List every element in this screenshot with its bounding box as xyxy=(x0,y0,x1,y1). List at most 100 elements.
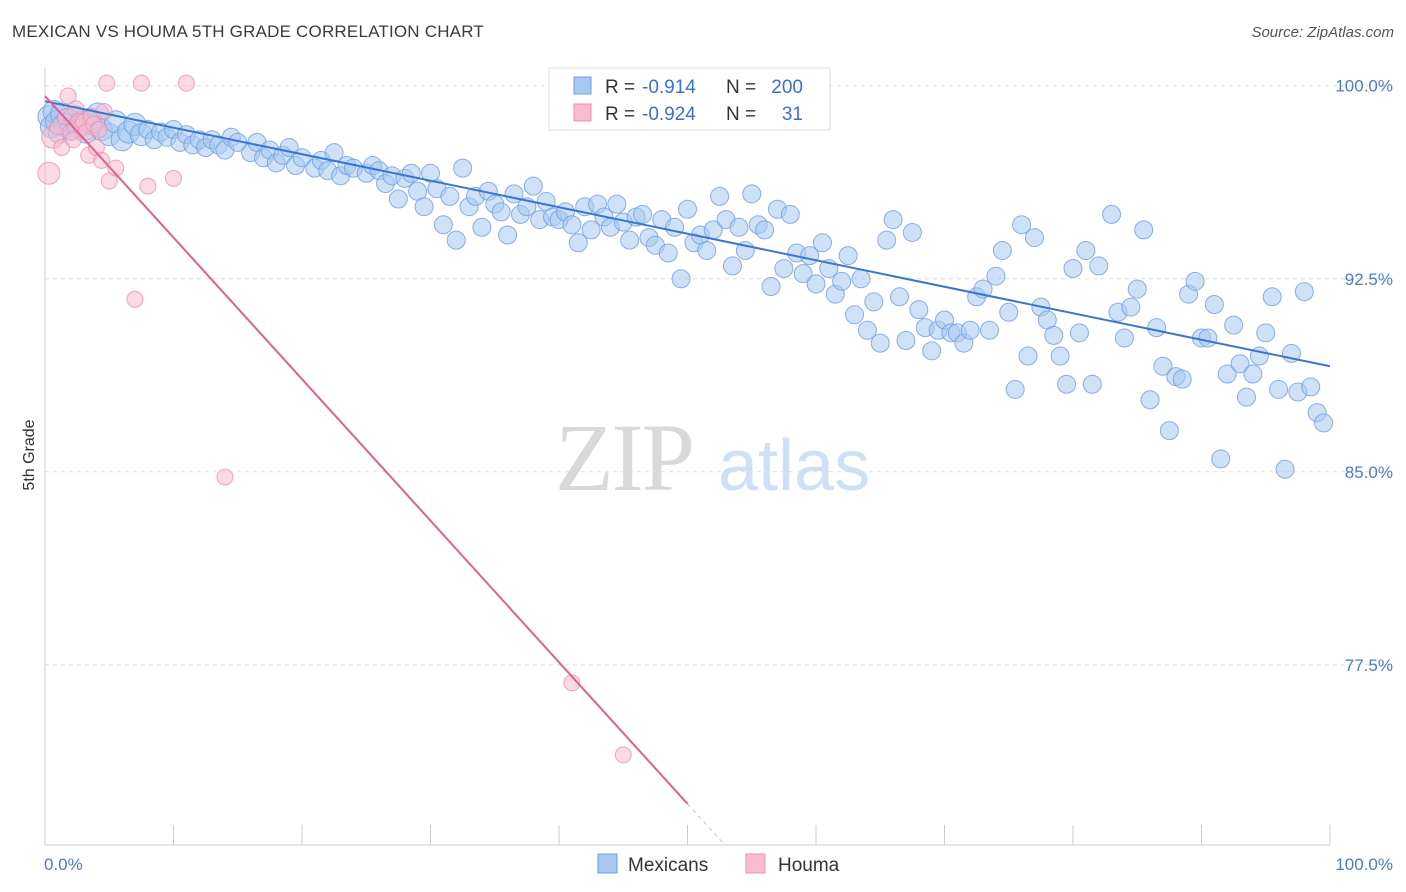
mexicans-point-67 xyxy=(440,186,460,206)
mexicans-point-189 xyxy=(1230,354,1250,374)
mexicans-point-130 xyxy=(845,305,865,325)
mexicans-point-63 xyxy=(414,197,434,217)
mexicans-point-188 xyxy=(1224,315,1244,335)
houma-point-30 xyxy=(614,746,632,764)
mexicans-point-129 xyxy=(838,246,858,266)
mexicans-point-86 xyxy=(562,215,582,235)
mexicans-point-156 xyxy=(1012,215,1032,235)
y-axis-label: 5th Grade xyxy=(21,419,38,490)
houma-point-0 xyxy=(37,161,61,185)
houma-point-24 xyxy=(139,177,157,195)
mexicans-point-117 xyxy=(761,276,781,296)
mexicans-point-155 xyxy=(1005,379,1025,399)
mexicans-point-195 xyxy=(1269,379,1289,399)
houma-point-5 xyxy=(59,87,77,105)
mexicans-point-152 xyxy=(986,266,1006,286)
mexicans-point-69 xyxy=(453,158,473,178)
houma-point-27 xyxy=(177,74,195,92)
mexicans-point-122 xyxy=(793,264,813,284)
legend-bottom-swatch-mexicans xyxy=(597,853,618,874)
houma-point-28 xyxy=(216,468,234,486)
mexicans-point-76 xyxy=(498,225,518,245)
x-tick-label-0: 0.0% xyxy=(44,855,83,874)
y-tick-label-0: 100.0% xyxy=(1335,77,1393,96)
mexicans-point-176 xyxy=(1147,318,1167,338)
mexicans-point-136 xyxy=(883,210,903,230)
mexicans-point-61 xyxy=(401,163,421,183)
watermark-atlas: atlas xyxy=(718,426,870,506)
mexicans-point-119 xyxy=(774,258,794,278)
houma-point-25 xyxy=(126,290,144,308)
watermark-zip: ZIP xyxy=(555,404,693,511)
y-tick-label-3: 77.5% xyxy=(1345,656,1393,675)
mexicans-point-161 xyxy=(1044,325,1064,345)
mexicans-point-174 xyxy=(1134,220,1154,240)
mexicans-point-131 xyxy=(851,269,871,289)
houma-point-18 xyxy=(93,151,111,169)
mexicans-point-75 xyxy=(491,202,511,222)
mexicans-point-175 xyxy=(1140,390,1160,410)
mexicans-point-112 xyxy=(729,217,749,237)
mexicans-point-172 xyxy=(1121,297,1141,317)
legend-top: R = -0.914 N = 200 R = -0.924 N = 31 xyxy=(548,67,831,131)
mexicans-point-111 xyxy=(722,256,742,276)
legend-top-box xyxy=(548,67,831,131)
watermark: ZIP atlas xyxy=(555,404,870,511)
mexicans-point-171 xyxy=(1114,328,1134,348)
legend-r-label-1: R = xyxy=(605,77,635,98)
legend-n-label-1: N = xyxy=(726,77,756,98)
mexicans-point-194 xyxy=(1262,287,1282,307)
legend-bottom: Mexicans Houma xyxy=(597,853,840,876)
mexicans-point-187 xyxy=(1217,364,1237,384)
houma-point-22 xyxy=(107,159,125,177)
mexicans-point-165 xyxy=(1069,323,1089,343)
axes xyxy=(44,68,1331,846)
mexicans-point-196 xyxy=(1275,459,1295,479)
mexicans-point-166 xyxy=(1076,240,1096,260)
trend-lines xyxy=(44,95,1331,846)
legend-bottom-swatch-houma xyxy=(745,853,766,874)
mexicans-point-125 xyxy=(812,233,832,253)
mexicans-point-151 xyxy=(979,320,999,340)
legend-r-value-1: -0.914 xyxy=(642,77,696,98)
mexicans-point-142 xyxy=(922,341,942,361)
mexicans-point-80 xyxy=(523,176,543,196)
y-tick-label-2: 85.0% xyxy=(1345,463,1393,482)
houma-trend-extension xyxy=(687,803,726,846)
legend-r-value-2: -0.924 xyxy=(642,104,696,125)
houma-point-7 xyxy=(64,131,82,149)
mexicans-point-139 xyxy=(902,222,922,242)
mexicans-point-133 xyxy=(864,292,884,312)
mexicans-point-184 xyxy=(1198,328,1218,348)
mexicans-point-120 xyxy=(780,204,800,224)
mexicans-point-182 xyxy=(1185,271,1205,291)
mexicans-point-185 xyxy=(1204,295,1224,315)
y-tick-label-1: 92.5% xyxy=(1345,270,1393,289)
houma-point-23 xyxy=(132,74,150,92)
legend-swatch-mexicans xyxy=(573,76,592,95)
mexicans-point-190 xyxy=(1236,387,1256,407)
mexicans-point-180 xyxy=(1172,369,1192,389)
legend-n-value-2: 31 xyxy=(782,104,803,125)
mexicans-point-158 xyxy=(1024,228,1044,248)
mexicans-point-101 xyxy=(658,243,678,263)
mexicans-point-167 xyxy=(1082,374,1102,394)
mexicans-point-114 xyxy=(742,184,762,204)
mexicans-point-116 xyxy=(755,220,775,240)
mexicans-point-124 xyxy=(806,274,826,294)
mexicans-point-177 xyxy=(1153,356,1173,376)
chart-title: MEXICAN VS HOUMA 5TH GRADE CORRELATION C… xyxy=(12,22,484,41)
mexicans-point-72 xyxy=(472,217,492,237)
mexicans-point-97 xyxy=(633,204,653,224)
x-tick-label-1: 100.0% xyxy=(1335,855,1393,874)
mexicans-point-168 xyxy=(1089,256,1109,276)
mexicans-point-193 xyxy=(1256,323,1276,343)
mexicans-point-154 xyxy=(999,302,1019,322)
mexicans-point-138 xyxy=(896,331,916,351)
mexicans-point-59 xyxy=(388,189,408,209)
mexicans-point-132 xyxy=(857,320,877,340)
houma-point-17 xyxy=(90,120,108,138)
mexicans-point-95 xyxy=(620,230,640,250)
legend-bottom-label-mexicans: Mexicans xyxy=(628,855,708,876)
